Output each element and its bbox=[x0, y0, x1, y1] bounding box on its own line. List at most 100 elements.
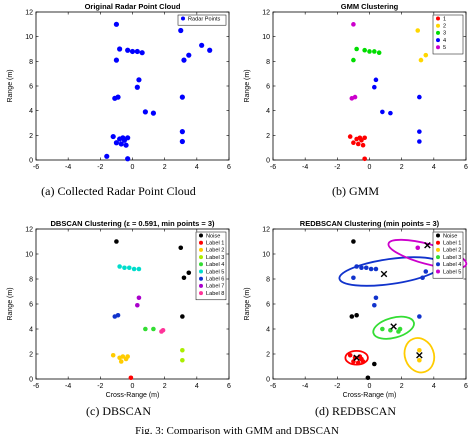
chart-title: Original Radar Point Cloud bbox=[85, 2, 181, 11]
cluster-ellipse bbox=[403, 337, 436, 374]
data-point bbox=[354, 264, 359, 269]
data-point bbox=[134, 84, 140, 90]
legend-marker bbox=[199, 283, 203, 288]
data-point bbox=[126, 265, 132, 271]
legend-marker bbox=[199, 262, 203, 267]
x-tick-label: 4 bbox=[432, 164, 436, 171]
x-tick-label: -4 bbox=[302, 383, 308, 390]
figure-caption: Fig. 3: Comparison with GMM and DBSCAN bbox=[135, 425, 339, 434]
cluster-ellipse bbox=[344, 349, 369, 366]
data-point bbox=[362, 47, 367, 53]
legend-label: Label 1 bbox=[443, 241, 461, 247]
data-point bbox=[396, 329, 401, 334]
cluster-ellipse bbox=[387, 238, 468, 270]
x-tick-label: 6 bbox=[227, 164, 231, 171]
y-tick-label: 0 bbox=[29, 158, 33, 165]
chart-title: REDBSCAN Clustering (min points = 3) bbox=[300, 219, 440, 228]
data-point bbox=[113, 140, 120, 146]
data-point bbox=[376, 50, 382, 55]
legend-marker bbox=[436, 38, 440, 43]
data-point bbox=[351, 22, 356, 27]
data-point bbox=[351, 239, 356, 244]
data-point bbox=[351, 275, 356, 281]
data-point bbox=[186, 270, 192, 276]
data-point bbox=[135, 302, 140, 308]
data-point bbox=[186, 52, 192, 58]
data-point bbox=[131, 266, 137, 272]
data-point bbox=[372, 49, 377, 54]
y-tick-label: 8 bbox=[29, 59, 33, 66]
caption-a: (a) Collected Radar Point Cloud bbox=[41, 184, 196, 198]
data-point bbox=[114, 239, 119, 244]
panel-b: GMM Clustering -6 -4 -2 0 2 4 6 0 2 4 6 8 10 12 Range (… bbox=[237, 0, 474, 217]
y-tick-label: 10 bbox=[25, 34, 33, 41]
x-tick-label: -2 bbox=[97, 164, 103, 171]
data-point bbox=[372, 84, 377, 90]
data-point bbox=[373, 77, 379, 83]
y-tick-label: 12 bbox=[262, 10, 270, 17]
x-tick-label: 2 bbox=[163, 383, 167, 390]
legend-marker bbox=[199, 291, 203, 296]
y-tick-label: 6 bbox=[266, 302, 270, 309]
y-tick-label: 6 bbox=[29, 84, 33, 91]
x-tick-label: -6 bbox=[270, 383, 276, 390]
data-point bbox=[362, 156, 367, 162]
data-point bbox=[372, 361, 377, 367]
plot-area bbox=[35, 11, 230, 161]
x-tick-label: 2 bbox=[163, 164, 167, 171]
legend-label: Label 4 bbox=[206, 262, 224, 268]
legend-label: 2 bbox=[443, 24, 446, 30]
legend-label: 1 bbox=[443, 16, 446, 22]
x-tick-label: -4 bbox=[65, 383, 71, 390]
x-tick-label: 2 bbox=[400, 383, 404, 390]
data-point bbox=[351, 140, 356, 146]
legend-label: Label 2 bbox=[206, 248, 224, 254]
data-point bbox=[180, 347, 185, 353]
panel-a: Original Radar Point Cloud -6 -4 -2 0 2 4 6 0 2 4 6… bbox=[0, 0, 237, 217]
data-point bbox=[181, 275, 187, 281]
caption-c: (c) DBSCAN bbox=[86, 404, 151, 418]
y-tick-label: 8 bbox=[29, 277, 33, 284]
data-point bbox=[420, 275, 425, 281]
legend-marker bbox=[436, 45, 440, 50]
x-tick-label: -6 bbox=[270, 164, 276, 171]
legend-label: Label 5 bbox=[206, 269, 224, 275]
data-point bbox=[360, 142, 366, 148]
data-point bbox=[368, 266, 374, 272]
y-axis-label: Range (m) bbox=[7, 69, 14, 102]
data-point bbox=[179, 94, 185, 100]
data-point bbox=[372, 302, 377, 308]
legend-label: 3 bbox=[443, 31, 446, 37]
legend-label: Label 6 bbox=[206, 277, 224, 283]
data-point bbox=[113, 21, 120, 27]
legend-label: Label 3 bbox=[443, 255, 461, 261]
x-tick-label: 0 bbox=[368, 164, 372, 171]
data-point bbox=[120, 354, 126, 359]
data-point bbox=[347, 352, 353, 358]
y-tick-label: 10 bbox=[25, 252, 33, 259]
x-axis-label: Cross-Range (m) bbox=[106, 392, 160, 399]
centroid-marker bbox=[416, 351, 423, 359]
legend bbox=[177, 14, 227, 26]
data-point bbox=[417, 129, 422, 134]
x-tick-label: 6 bbox=[464, 383, 468, 390]
data-point bbox=[417, 314, 422, 319]
legend-label: 5 bbox=[443, 45, 446, 51]
chart-a: Original Radar Point Cloud -6 -4 -2 0 2 4 6 0 2 4 6… bbox=[7, 2, 231, 171]
data-point bbox=[373, 266, 379, 272]
legend-label: Label 8 bbox=[206, 291, 224, 297]
x-tick-label: -2 bbox=[334, 383, 340, 390]
data-point bbox=[417, 94, 422, 100]
x-tick-label: 6 bbox=[227, 383, 231, 390]
x-tick-label: -2 bbox=[334, 164, 340, 171]
centroid-marker bbox=[390, 323, 397, 330]
legend-marker bbox=[181, 16, 185, 21]
legend-marker bbox=[199, 255, 203, 260]
x-tick-label: -4 bbox=[302, 164, 308, 171]
data-point bbox=[417, 139, 422, 144]
data-point bbox=[142, 109, 148, 115]
data-point bbox=[113, 57, 120, 63]
data-point bbox=[110, 352, 116, 358]
legend-marker bbox=[436, 247, 440, 252]
